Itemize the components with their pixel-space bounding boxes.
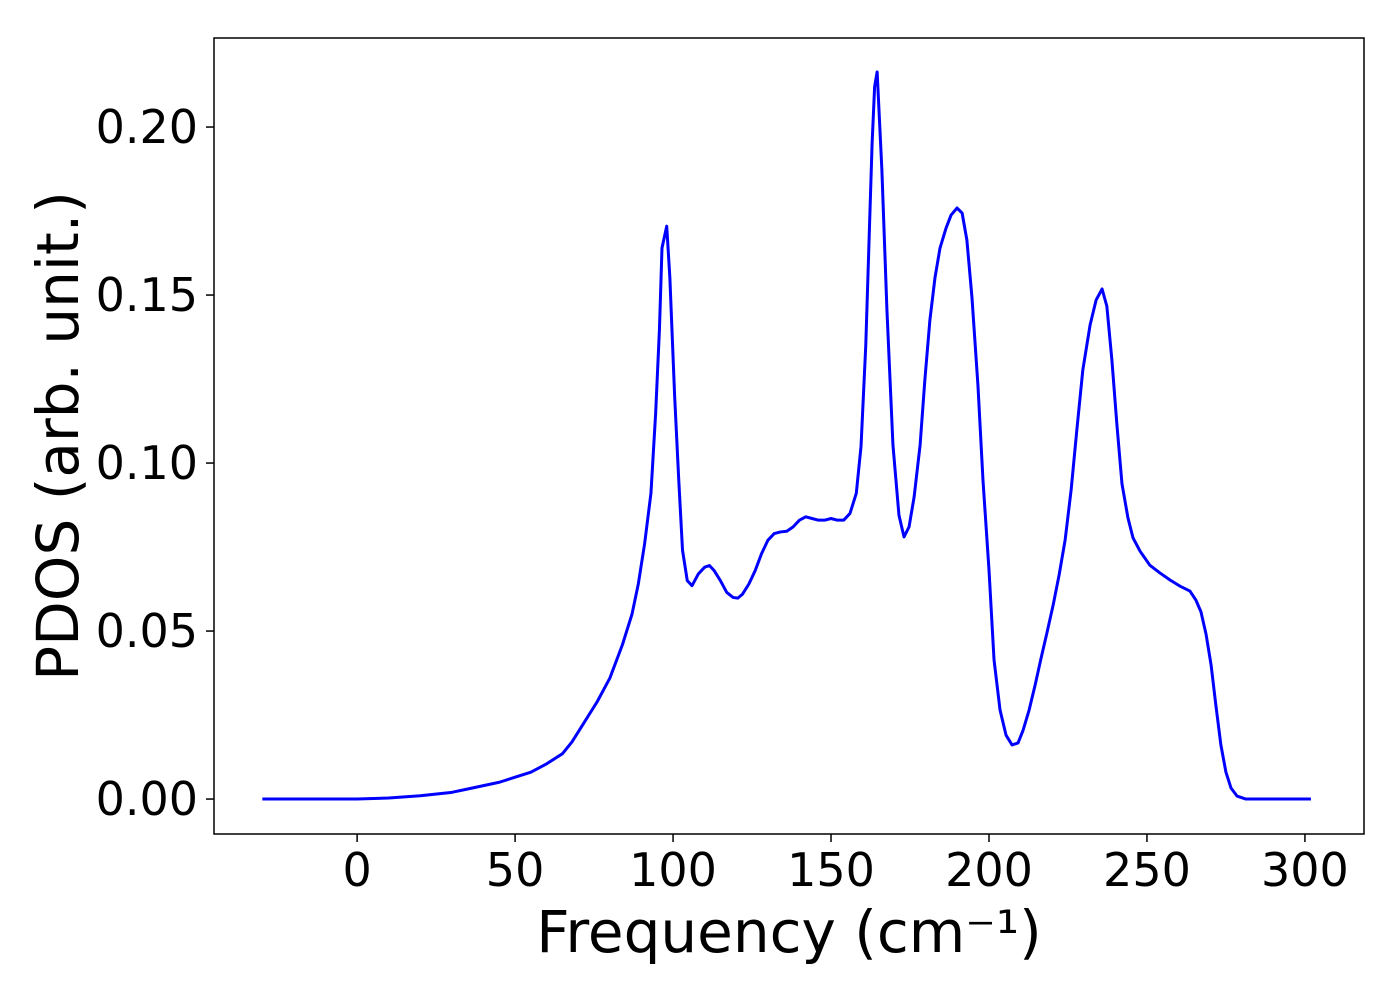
y-tick-label: 0.15 — [96, 268, 198, 322]
x-tick-label: 200 — [945, 843, 1033, 897]
y-tick-label: 0.00 — [96, 772, 198, 826]
x-tick-label: 0 — [342, 843, 371, 897]
y-tick-label: 0.05 — [96, 604, 198, 658]
x-tick-label: 250 — [1103, 843, 1191, 897]
y-tick-label: 0.20 — [96, 100, 198, 154]
y-tick-label: 0.10 — [96, 436, 198, 490]
x-tick-label: 100 — [629, 843, 717, 897]
plot-frame — [213, 37, 1365, 835]
x-tick-label: 150 — [787, 843, 875, 897]
pdos-line — [262, 70, 1311, 801]
x-tick-label: 50 — [486, 843, 545, 897]
y-axis-label: PDOS (arb. unit.) — [24, 191, 92, 681]
x-axis-label: Frequency (cm⁻¹) — [536, 898, 1042, 966]
x-tick-label: 300 — [1261, 843, 1349, 897]
